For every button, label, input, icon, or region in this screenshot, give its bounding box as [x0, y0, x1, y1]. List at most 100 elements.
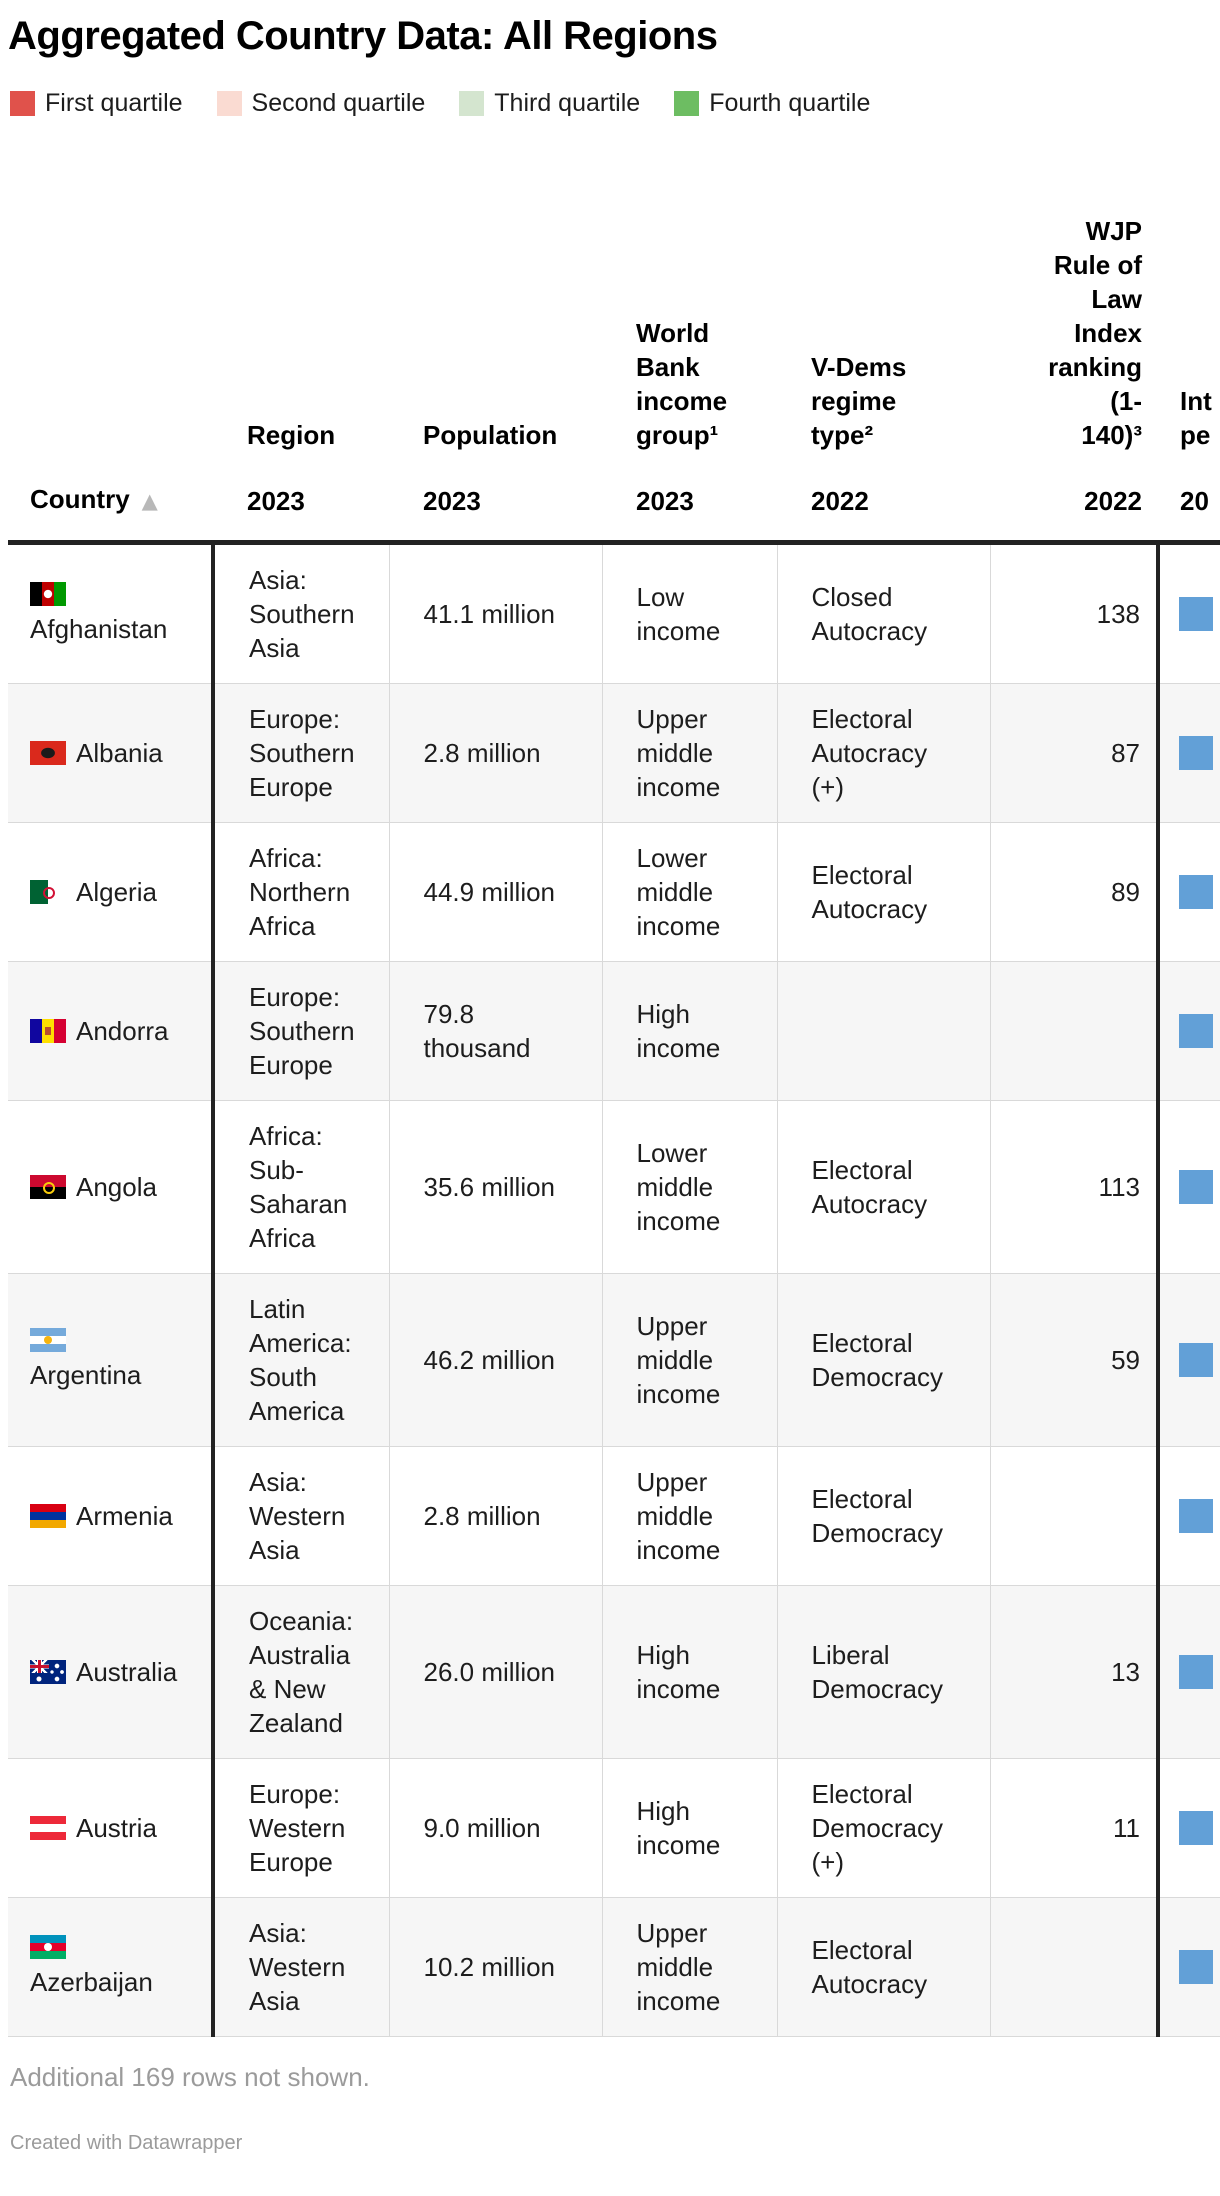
income-cell: High income [602, 961, 778, 1101]
column-label-country [8, 214, 213, 452]
income-cell: Upper middle income [602, 683, 778, 823]
extra-cell [1158, 542, 1220, 684]
income-cell: Upper middle income [602, 1446, 778, 1586]
fourth-quartile-swatch [674, 91, 700, 116]
regime-cell: Electoral Democracy (+) [777, 1758, 991, 1898]
value-marker-square [1179, 1811, 1213, 1845]
extra-cell [1158, 683, 1220, 823]
table-row-australia: Australia Oceania: Australia & New Zealan… [8, 1585, 1220, 1759]
extra-cell [1158, 1758, 1220, 1898]
income-cell: Lower middle income [602, 1100, 778, 1274]
country-name: Afghanistan [30, 614, 168, 644]
extra-cell [1158, 1897, 1220, 2037]
value-marker-square [1179, 1343, 1213, 1377]
table-row-algeria: Algeria Africa: Northern Africa 44.9 milli… [8, 822, 1220, 962]
country-cell: Argentina [8, 1273, 215, 1447]
value-marker-square [1179, 597, 1213, 631]
value-marker-square [1179, 1950, 1213, 1984]
table-row-argentina: Argentina Latin America: South America 46.… [8, 1273, 1220, 1447]
wjp-cell: 13 [990, 1585, 1160, 1759]
second-quartile-swatch [216, 91, 242, 116]
population-cell: 35.6 million [389, 1100, 603, 1274]
region-cell: Europe: Western Europe [213, 1758, 390, 1898]
population-cell: 41.1 million [389, 542, 603, 684]
quartile-legend: First quartile Second quartile Third qua… [10, 89, 1220, 118]
rows-not-shown-note: Additional 169 rows not shown. [10, 2062, 370, 2092]
legend-item: Third quartile [459, 89, 640, 118]
sort-ascending-icon: ▲ [141, 489, 158, 513]
value-marker-square [1179, 875, 1213, 909]
country-name: Azerbaijan [30, 1967, 153, 1997]
regime-cell: Electoral Democracy [777, 1446, 991, 1586]
table-row-azerbaijan: Azerbaijan Asia: Western Asia 10.2 million… [8, 1897, 1220, 2037]
albania-flag-icon [30, 741, 66, 765]
column-header-country[interactable]: Country ▲ [8, 452, 213, 545]
column-header-wjp[interactable]: 2022 [990, 452, 1158, 545]
wjp-cell [990, 1897, 1160, 2037]
legend-item-label: First quartile [45, 89, 183, 117]
column-header-extra[interactable]: 20 [1158, 452, 1220, 545]
value-marker-square [1179, 1170, 1213, 1204]
australia-flag-icon [30, 1660, 66, 1684]
wjp-cell: 89 [990, 822, 1160, 962]
country-name: Albania [76, 738, 163, 768]
armenia-flag-icon [30, 1504, 66, 1528]
table-row-andorra: Andorra Europe: Southern Europe 79.8 thous… [8, 961, 1220, 1101]
region-cell: Europe: Southern Europe [213, 683, 390, 823]
legend-item-label: Third quartile [494, 89, 641, 117]
column-label-regime: V-Dems regime type² [811, 352, 907, 450]
datawrapper-credit-link[interactable]: Created with Datawrapper [10, 2132, 243, 2154]
regime-cell: Closed Autocracy [777, 542, 991, 684]
country-cell: Austria [8, 1758, 215, 1898]
third-quartile-swatch [459, 91, 485, 116]
column-label-income: World Bank income group¹ [636, 318, 728, 450]
extra-cell [1158, 1446, 1220, 1586]
column-header-population[interactable]: 2023 [389, 452, 602, 545]
region-cell: Europe: Southern Europe [213, 961, 390, 1101]
angola-flag-icon [30, 1175, 66, 1199]
country-cell: Algeria [8, 822, 215, 962]
afghanistan-flag-icon [30, 582, 66, 606]
income-cell: Low income [602, 542, 778, 684]
legend-item: First quartile [10, 89, 183, 118]
country-name: Armenia [76, 1501, 173, 1531]
region-cell: Africa: Sub- Saharan Africa [213, 1100, 390, 1274]
legend-item: Fourth quartile [674, 89, 870, 118]
extra-cell [1158, 1273, 1220, 1447]
wjp-cell [990, 961, 1160, 1101]
country-name: Algeria [76, 877, 157, 907]
column-header-income[interactable]: 2023 [602, 452, 777, 545]
legend-item-label: Second quartile [251, 89, 426, 117]
income-cell: Lower middle income [602, 822, 778, 962]
table-row-armenia: Armenia Asia: Western Asia 2.8 million Uppe… [8, 1446, 1220, 1586]
andorra-flag-icon [30, 1019, 66, 1043]
value-marker-square [1179, 1014, 1213, 1048]
column-label-population: Population [423, 420, 558, 450]
column-header-regime[interactable]: 2022 [777, 452, 990, 545]
region-cell: Latin America: South America [213, 1273, 390, 1447]
column-label-wjp: WJP Rule of Law Index ranking (1- 140)³ [1048, 216, 1142, 450]
legend-item-label: Fourth quartile [709, 89, 871, 117]
country-cell: Azerbaijan [8, 1897, 215, 2037]
country-name: Andorra [76, 1016, 169, 1046]
regime-cell [777, 961, 991, 1101]
column-header-region[interactable]: 2023 [213, 452, 389, 545]
country-cell: Afghanistan [8, 542, 215, 684]
population-cell: 44.9 million [389, 822, 603, 962]
regime-cell: Electoral Autocracy (+) [777, 683, 991, 823]
wjp-cell [990, 1446, 1160, 1586]
legend-item: Second quartile [216, 89, 426, 118]
wjp-cell: 59 [990, 1273, 1160, 1447]
table-body: Afghanistan Asia: Southern Asia 41.1 milli… [8, 542, 1220, 2037]
regime-cell: Liberal Democracy [777, 1585, 991, 1759]
income-cell: Upper middle income [602, 1897, 778, 2037]
table-header: Region Population World Bank income group¹… [8, 214, 1220, 545]
first-quartile-swatch [10, 91, 35, 116]
extra-cell [1158, 822, 1220, 962]
region-cell: Oceania: Australia & New Zealand [213, 1585, 390, 1759]
austria-flag-icon [30, 1816, 66, 1840]
extra-cell [1158, 1585, 1220, 1759]
country-name: Austria [76, 1813, 157, 1843]
regime-cell: Electoral Autocracy [777, 822, 991, 962]
